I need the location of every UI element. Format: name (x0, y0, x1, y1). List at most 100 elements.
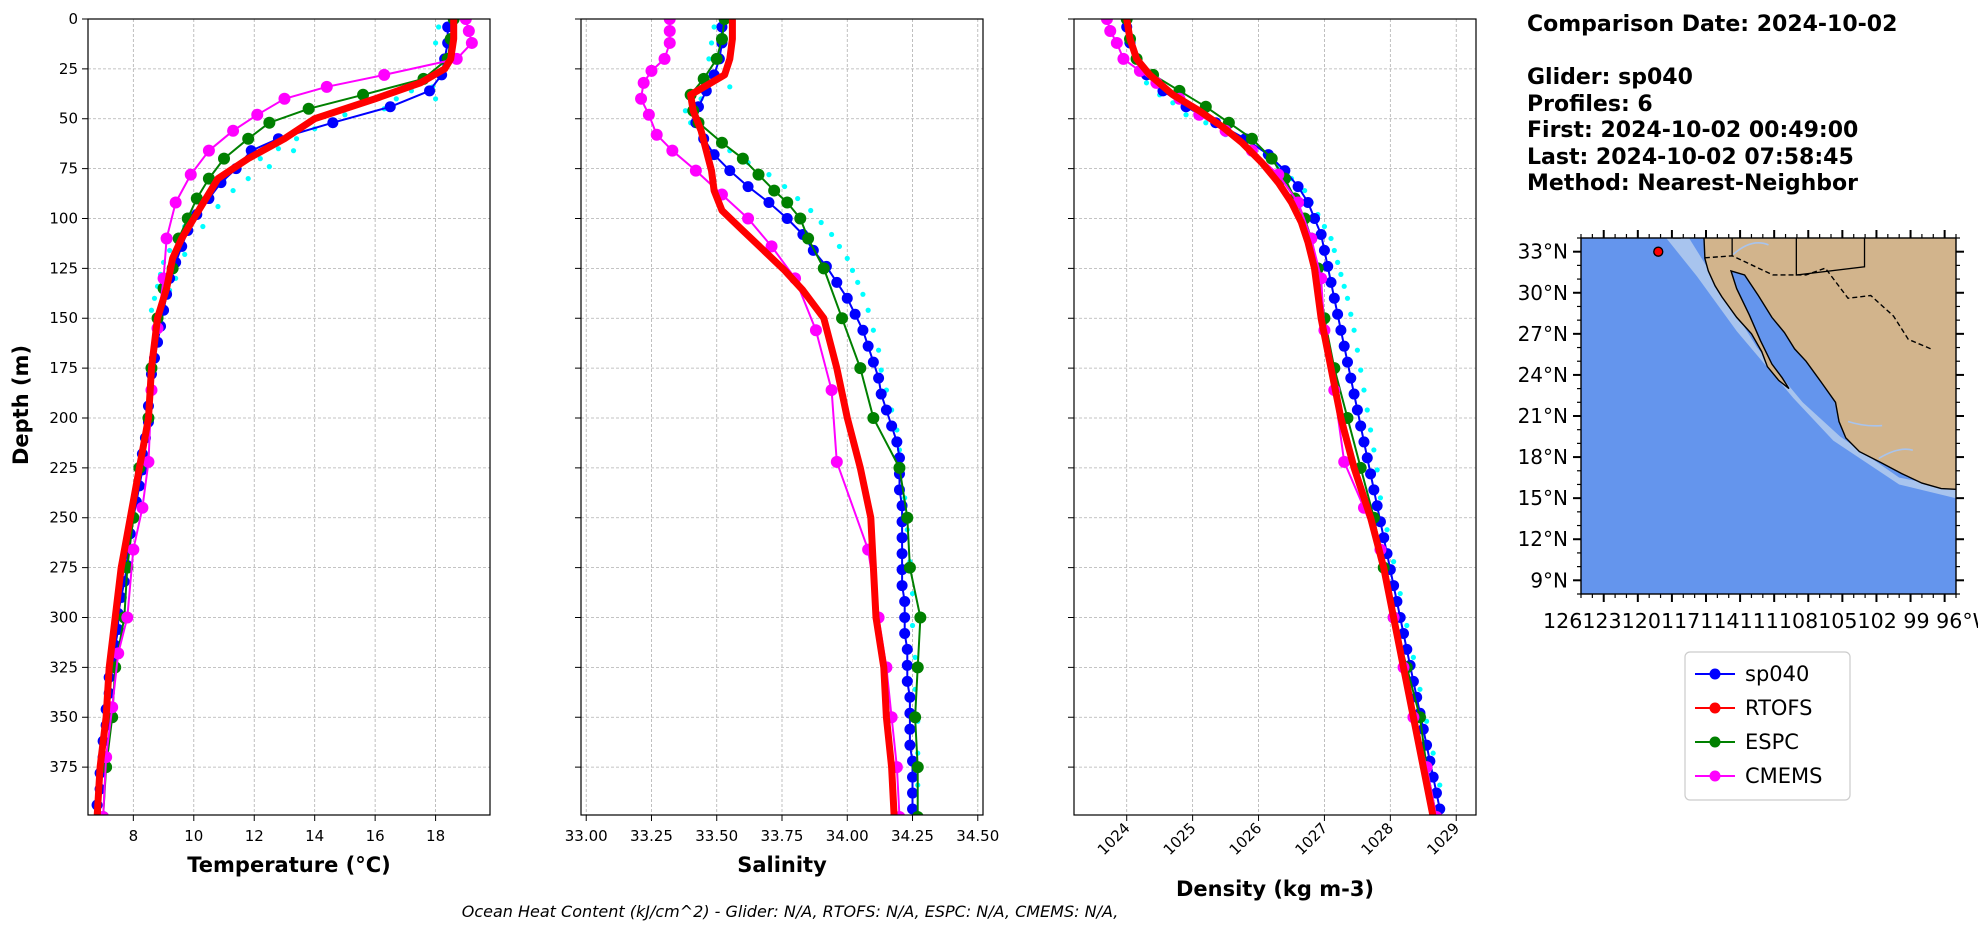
glider-raw-point (151, 295, 158, 301)
legend-label: sp040 (1745, 662, 1809, 686)
glider-raw-point (711, 24, 717, 30)
cmems-marker (689, 164, 702, 177)
legend-marker-cmems (1709, 770, 1721, 782)
espc-marker (218, 152, 231, 165)
sp040-marker (1378, 532, 1390, 544)
glider-raw-point (1358, 367, 1364, 373)
y-axis-label: Depth (m) (9, 345, 33, 465)
sp040-marker (1325, 276, 1337, 288)
profile-count: Profiles: 6 (1527, 91, 1653, 117)
espc-marker (736, 152, 749, 165)
cmems-marker (278, 92, 291, 105)
glider-raw-point (1371, 447, 1377, 453)
sp040-marker (867, 356, 879, 368)
sp040-marker (1427, 771, 1439, 783)
cmems-marker (650, 128, 663, 141)
country-border (1704, 255, 1932, 350)
state-borders (1731, 238, 1866, 276)
cmems-marker (666, 144, 679, 157)
sp040-marker (1341, 356, 1353, 368)
espc-marker (715, 32, 728, 45)
glider-raw-point (1341, 283, 1347, 289)
glider-raw-point (1391, 559, 1397, 565)
glider-raw-point (782, 183, 788, 190)
sp040-marker (1309, 212, 1321, 224)
series-group (91, 19, 478, 815)
glider-raw-point (1328, 235, 1334, 242)
y-tick-label: 50 (59, 110, 78, 128)
sp040-marker (904, 723, 916, 735)
cmems-marker (663, 24, 676, 37)
method: Method: Nearest-Neighbor (1527, 171, 1858, 196)
cmems-marker (465, 36, 478, 49)
glider-raw-point (182, 251, 188, 258)
y-tick-label: 0 (68, 10, 78, 28)
sp040-marker (875, 388, 887, 400)
lat-tick-label: 33°N (1518, 240, 1568, 264)
sp040-marker (904, 691, 916, 703)
lat-tick-label: 15°N (1518, 486, 1568, 510)
location-map: 33°N 30°N 27°N 24°N 21°N 18°N 15°N 12°N 9°N 12612… (1518, 230, 1978, 633)
glider-raw-point (1367, 427, 1374, 433)
cmems-marker (1338, 455, 1351, 468)
lat-tick-label: 24°N (1518, 363, 1568, 387)
glider-raw-point (766, 172, 772, 178)
y-tick-label: 350 (49, 708, 78, 726)
mainland (1703, 238, 1956, 491)
y-tick-label: 75 (59, 160, 78, 178)
glider-raw-point (870, 327, 876, 333)
y-tick-label: 375 (49, 758, 78, 776)
x-tick-label: 1028 (1357, 819, 1397, 859)
sp040-marker (857, 324, 869, 336)
y-tick-label: 150 (49, 309, 78, 327)
glider-raw-point (1203, 120, 1209, 126)
glider-raw-point (167, 247, 173, 254)
x-tick-label: 8 (129, 827, 139, 845)
x-tick-label: 16 (366, 827, 385, 845)
cmems-marker (637, 76, 650, 89)
sp040-marker (899, 611, 911, 623)
espc-marker (718, 19, 731, 25)
sp040-marker (1355, 420, 1367, 432)
glider-raw-point (708, 40, 715, 46)
sp040-marker (1335, 324, 1347, 336)
cmems-marker (202, 144, 215, 157)
temperature-panel: 0 25 50 75 100 125 150 175 200 225 250 275 300 325 350… (9, 10, 491, 877)
y-tick-label: 200 (49, 409, 78, 427)
glider-raw-point (682, 108, 689, 114)
y-tick-label: 275 (49, 559, 78, 577)
glider-raw-point (727, 84, 733, 90)
glider-raw-point (1397, 590, 1403, 597)
espc-marker (854, 362, 867, 375)
legend-marker-espc (1709, 736, 1721, 748)
espc-marker (836, 312, 849, 325)
legend: sp040 RTOFS ESPC CMEMS (1684, 651, 1851, 801)
glider-raw-point (1348, 311, 1354, 317)
sp040-marker (896, 548, 908, 560)
sp040-marker (1292, 181, 1304, 193)
glider-raw-point (1183, 112, 1189, 118)
sp040-marker (1401, 643, 1413, 655)
sp040-marker (1302, 197, 1314, 209)
lat-tick-label: 9°N (1530, 568, 1568, 592)
cmems-marker (830, 455, 843, 468)
glider-raw-point (266, 164, 272, 170)
sp040-marker (1351, 404, 1363, 416)
sp040-marker (896, 532, 908, 544)
glider-raw-point (1302, 187, 1308, 194)
cmems-marker (251, 108, 264, 121)
sp040-marker (1315, 228, 1327, 240)
legend-label: CMEMS (1745, 764, 1823, 788)
glider-raw-point (257, 156, 263, 162)
glider-raw-point (1364, 407, 1370, 413)
sp040-marker (1348, 388, 1360, 400)
cmems-marker (160, 232, 173, 245)
cmems-marker (184, 168, 197, 181)
espc-marker (1245, 132, 1258, 145)
sp040-marker (831, 276, 843, 288)
series-group (1100, 19, 1446, 815)
espc-marker (242, 132, 255, 145)
sp040-line (1125, 26, 1441, 810)
axes-frame (1073, 18, 1477, 816)
x-tick-label: 33.00 (565, 827, 608, 845)
